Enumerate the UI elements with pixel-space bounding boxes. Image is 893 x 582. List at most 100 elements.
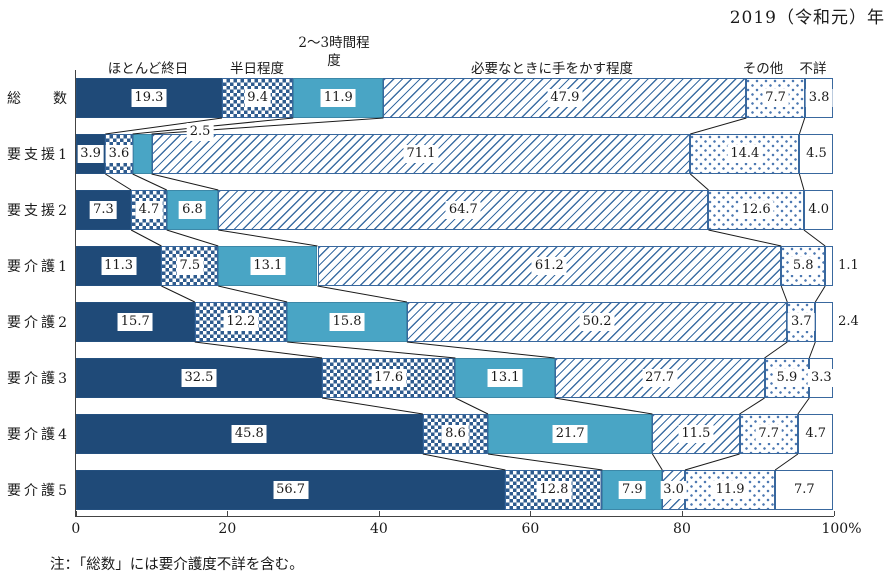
axis-tick (681, 511, 683, 516)
connector-line (739, 397, 765, 415)
value-label: 3.3 (808, 369, 835, 387)
value-label: 2.4 (835, 313, 862, 331)
connector-line (803, 229, 826, 247)
category-label: 要介護4 (7, 427, 67, 443)
value-label: 4.0 (805, 201, 833, 219)
value-label: 47.9 (547, 89, 583, 107)
category-label: 要介護2 (7, 315, 67, 331)
value-label: 13.1 (250, 257, 286, 275)
connector-line (487, 453, 603, 471)
value-label: 2.5 (186, 123, 214, 141)
connector-line (798, 173, 805, 191)
footnote: 注：「総数」には要介護度不詳を含む。 (50, 557, 304, 573)
axis-tick (227, 511, 229, 516)
value-label: 3.0 (660, 481, 687, 499)
value-label: 11.9 (712, 481, 748, 499)
bar-segment (815, 302, 834, 342)
axis-tick (833, 511, 835, 516)
value-label: 15.8 (329, 313, 365, 331)
value-label: 45.8 (231, 425, 267, 443)
value-label: 11.9 (320, 89, 356, 107)
connector-line (218, 229, 318, 247)
value-label: 3.6 (105, 145, 133, 163)
value-label: 21.7 (552, 425, 588, 443)
category-label: 要支援2 (7, 203, 67, 219)
connector-line (651, 453, 663, 471)
connector-line (130, 229, 162, 247)
value-label: 4.7 (135, 201, 163, 219)
value-label: 13.1 (487, 369, 523, 387)
axis-tick-label: 40 (369, 521, 388, 537)
value-label: 7.3 (90, 201, 117, 219)
value-label: 32.5 (181, 369, 217, 387)
value-label: 5.9 (773, 369, 801, 387)
value-label: 19.3 (131, 89, 167, 107)
bar-segment (132, 134, 152, 174)
x-axis-line (75, 516, 834, 517)
bar-segment (708, 190, 804, 230)
y-axis-line (75, 70, 76, 516)
axis-tick (378, 511, 380, 516)
series-label-other: その他 (742, 61, 784, 77)
connector-line (797, 397, 810, 415)
connector-line (774, 453, 799, 471)
chart-year-title: 2019（令和元）年 (729, 8, 885, 28)
connector-line (194, 341, 323, 359)
value-label: 61.2 (531, 257, 567, 275)
axis-tick-label: 60 (521, 521, 540, 537)
value-label: 64.7 (445, 201, 481, 219)
bar-segment (487, 414, 653, 454)
connector-line (161, 285, 195, 303)
value-label: 56.7 (273, 481, 309, 499)
connector-line (151, 173, 219, 191)
value-label: 7.9 (618, 481, 646, 499)
series-label-unknown: 不詳 (799, 61, 827, 77)
value-label: 50.2 (579, 313, 615, 331)
connector-line (684, 453, 740, 471)
axis-tick (75, 511, 77, 516)
value-label: 12.6 (738, 201, 774, 219)
value-label: 7.5 (176, 257, 204, 275)
value-label: 7.7 (790, 481, 818, 499)
connector-line (798, 117, 806, 135)
connector-line (455, 397, 489, 415)
category-label: 要支援1 (7, 147, 67, 163)
axis-tick-label: 100% (821, 521, 862, 537)
series-label-half-day: 半日程度 (230, 61, 284, 77)
connector-line (132, 173, 167, 191)
value-label: 3.8 (805, 89, 833, 107)
value-label: 3.9 (77, 145, 104, 163)
value-label: 12.2 (223, 313, 259, 331)
series-label-when-needed: 必要なときに手をかす程度 (471, 61, 633, 77)
connector-line (166, 229, 219, 247)
value-label: 8.6 (442, 425, 469, 443)
connector-line (105, 173, 132, 191)
axis-tick (530, 511, 532, 516)
connector-line (321, 397, 423, 415)
connector-line (689, 173, 709, 191)
value-label: 4.7 (802, 425, 830, 443)
value-label: 7.7 (762, 89, 789, 107)
category-label: 総数 (7, 91, 67, 107)
value-label: 11.5 (678, 425, 714, 443)
value-label: 6.8 (179, 201, 206, 219)
connector-line (764, 341, 788, 359)
connector-line (690, 117, 747, 135)
connector-line (554, 397, 653, 415)
connector-line (218, 285, 288, 303)
bar-segment (781, 246, 826, 286)
value-label: 12.8 (536, 481, 572, 499)
value-label: 71.1 (403, 145, 439, 163)
bar-segment (825, 246, 834, 286)
axis-tick-label: 0 (71, 521, 81, 537)
value-label: 7.7 (755, 425, 783, 443)
bar-segment (194, 302, 288, 342)
value-label: 9.4 (244, 89, 271, 107)
series-label-2-3-hours: 2～3時間程度 (298, 35, 370, 70)
value-label: 17.6 (371, 369, 407, 387)
connector-line (814, 285, 826, 303)
category-label: 要介護1 (7, 259, 67, 275)
connector-line (780, 285, 788, 303)
axis-tick-label: 80 (673, 521, 691, 537)
